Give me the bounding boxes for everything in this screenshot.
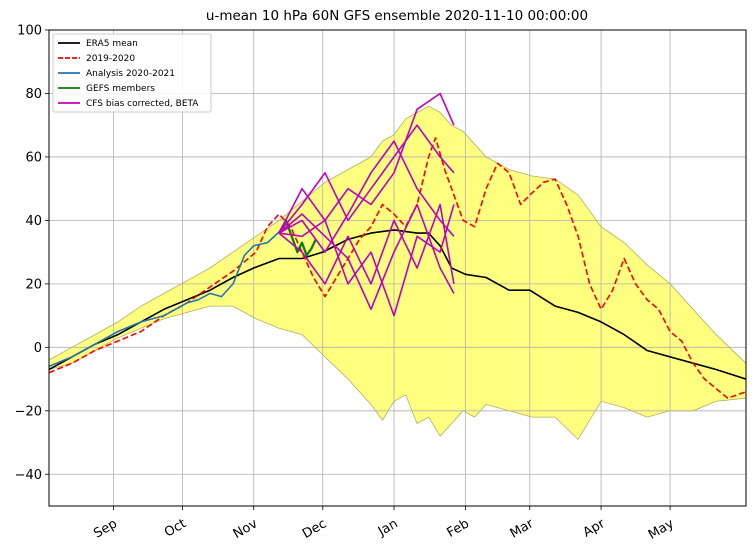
series-cfs-member-3 <box>278 92 455 234</box>
legend-label: GEFS members <box>86 84 155 94</box>
series-era5-mean <box>49 229 746 380</box>
series-cfs-member-6 <box>278 203 455 311</box>
series-cfs-member-2 <box>278 203 455 285</box>
y-tick-label: −20 <box>15 404 42 419</box>
plot-frame <box>48 29 747 507</box>
y-tick-label: 80 <box>25 87 42 102</box>
legend-label: 2019-2020 <box>86 54 135 64</box>
y-tick-label: 60 <box>25 150 42 165</box>
y-tick-label: 0 <box>34 341 42 356</box>
envelope-layer <box>49 105 746 441</box>
y-tick-label: 40 <box>25 214 42 229</box>
legend: ERA5 mean 2019-2020 Analysis 2020-2021 GEFS… <box>52 33 212 113</box>
y-tick-label: 100 <box>17 24 42 39</box>
series-cfs-member-1 <box>278 124 455 234</box>
legend-label: ERA5 mean <box>86 39 138 49</box>
series-analysis-2020-2021 <box>49 229 282 368</box>
legend-box <box>52 33 212 113</box>
legend-label: CFS bias corrected, BETA <box>86 99 199 109</box>
y-tick-label: 20 <box>25 277 42 292</box>
series-2019-2020 <box>49 137 746 399</box>
climatology-envelope <box>49 105 746 441</box>
y-tick-label: −40 <box>15 468 42 483</box>
series-cfs-member-5 <box>278 140 455 253</box>
chart-title: u-mean 10 hPa 60N GFS ensemble 2020-11-1… <box>206 8 588 24</box>
y-axis: −40 −20 0 20 40 60 80 100 <box>15 24 49 483</box>
legend-label: Analysis 2020-2021 <box>86 69 175 79</box>
series-layer <box>49 92 746 399</box>
